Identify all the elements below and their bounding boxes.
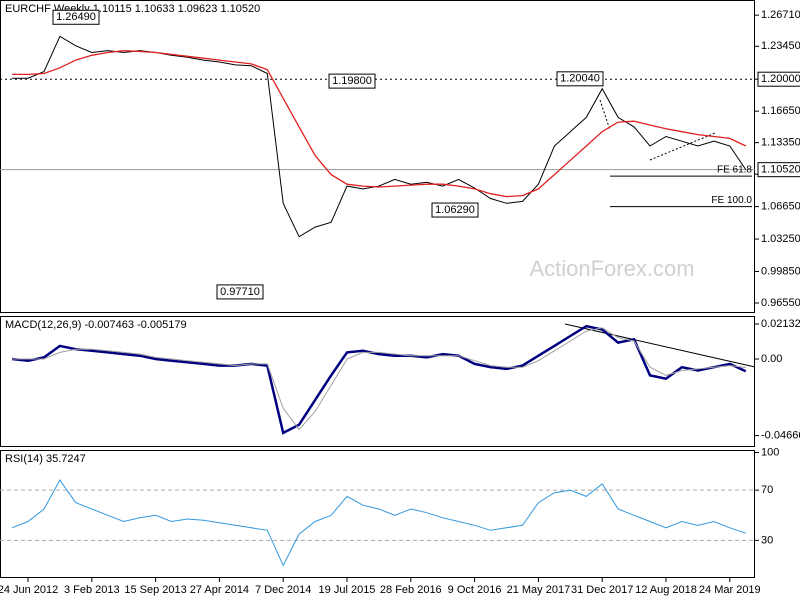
point-label: 0.97710 xyxy=(220,286,260,298)
x-tick-label: 31 Dec 2017 xyxy=(571,584,633,596)
y-tick-label: 1.20000 xyxy=(761,73,800,85)
x-tick-label: 24 Mar 2019 xyxy=(699,584,761,596)
macd-panel xyxy=(0,316,755,447)
x-tick-label: 12 Aug 2018 xyxy=(635,584,697,596)
y-tick-label: 100 xyxy=(761,446,779,458)
price-label-box xyxy=(757,162,800,178)
y-tick-label: 0.00 xyxy=(761,353,782,365)
fe-projection xyxy=(599,99,611,131)
y-tick-label: 70 xyxy=(761,484,773,496)
panel-title: RSI(14) 35.7247 xyxy=(5,453,86,465)
x-tick-label: 21 May 2017 xyxy=(507,584,571,596)
panel-title: MACD(12,26,9) -0.007463 -0.005179 xyxy=(5,319,187,331)
y-tick-label: 0.96550 xyxy=(761,297,800,309)
y-tick-label: 1.13350 xyxy=(761,137,800,149)
x-tick-label: 9 Oct 2016 xyxy=(448,584,502,596)
x-tick-label: 28 Feb 2016 xyxy=(380,584,442,596)
x-tick-label: 19 Jul 2015 xyxy=(319,584,376,596)
rsi-panel xyxy=(0,450,755,578)
series-line xyxy=(11,479,746,567)
y-tick-label: 1.26710 xyxy=(761,9,800,21)
panel-title: EURCHF Weekly 1.10115 1.10633 1.09623 1.… xyxy=(5,3,260,15)
point-label: 1.06290 xyxy=(435,204,475,216)
x-tick-label: 27 Apr 2014 xyxy=(190,584,249,596)
x-tick-label: 24 Jun 2012 xyxy=(0,584,58,596)
y-tick-label: 1.03250 xyxy=(761,233,800,245)
x-tick-label: 15 Sep 2013 xyxy=(124,584,186,596)
point-label-box xyxy=(328,73,376,89)
fe-label: FE 61.8 xyxy=(717,165,752,176)
point-label: 1.19800 xyxy=(332,75,372,87)
watermark: ActionForex.com xyxy=(529,256,694,281)
y-tick-label: 0.99850 xyxy=(761,265,800,277)
point-label-box xyxy=(556,71,604,87)
price-panel xyxy=(0,0,755,313)
series-line xyxy=(11,324,747,435)
fe-label: FE 100.0 xyxy=(711,195,752,206)
x-tick-label: 7 Dec 2014 xyxy=(255,584,311,596)
price-label: 1.10520 xyxy=(761,164,800,176)
point-label: 1.26490 xyxy=(56,11,96,23)
series-line xyxy=(12,49,747,198)
macd-trendline xyxy=(564,323,756,368)
y-tick-label: 1.23450 xyxy=(761,40,800,52)
point-label-box xyxy=(216,284,264,300)
y-tick-label: 1.06650 xyxy=(761,201,800,213)
y-tick-label: 1.16650 xyxy=(761,105,800,117)
series-line xyxy=(12,327,746,431)
x-tick-label: 3 Feb 2013 xyxy=(64,584,120,596)
point-label-box xyxy=(431,202,479,218)
point-label: 1.20040 xyxy=(560,73,600,85)
y-tick-label: -0.046663 xyxy=(761,430,800,442)
tick-highlight xyxy=(757,71,800,87)
y-tick-label: 0.021324 xyxy=(761,318,800,330)
point-label-box xyxy=(52,9,100,25)
y-tick-label: 30 xyxy=(761,534,773,546)
